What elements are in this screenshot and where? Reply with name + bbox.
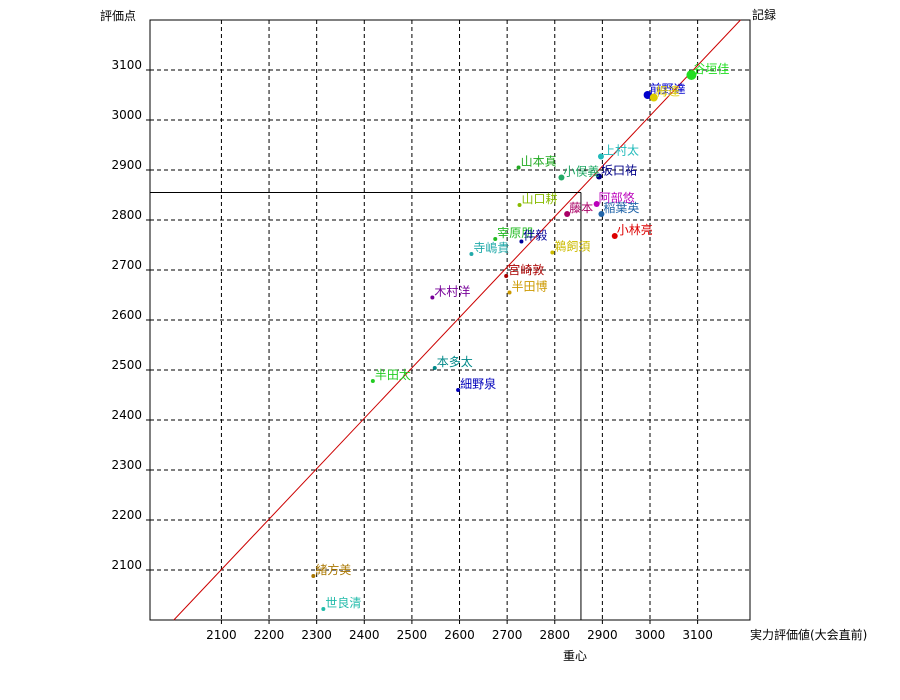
- x-tick-label: 3100: [682, 628, 713, 642]
- y-tick-label: 2900: [111, 158, 142, 172]
- data-point: [643, 91, 652, 99]
- data-point-label: 宰原朋: [497, 225, 533, 240]
- reference-lines: [150, 19, 741, 621]
- data-point: [564, 211, 571, 217]
- data-point: [321, 607, 326, 611]
- y-tick-labels: 2100 2200 2300 2400 2500 2600 2700 2800 2900 3000…: [111, 58, 142, 572]
- data-point: [598, 211, 605, 217]
- y-tick-label: 2200: [111, 508, 142, 522]
- data-point: [504, 274, 509, 278]
- data-point-label: 細野泉: [460, 377, 496, 391]
- x-tick-labels: 2100 2200 2300 2400 2500 2600 2700 2800 2900 3000…: [206, 628, 713, 642]
- data-point-label: 栂達: [656, 84, 680, 99]
- data-point: [430, 295, 435, 300]
- data-point: [611, 233, 618, 239]
- data-point: [493, 237, 498, 241]
- data-point-label: 坂口祐: [601, 164, 637, 178]
- grid-layer: [146, 20, 750, 624]
- data-point-label: 山本真: [521, 155, 557, 169]
- x-tick-label: 2400: [349, 628, 380, 642]
- x-tick-label: 2300: [301, 628, 332, 642]
- data-point-label: 阿部悠: [599, 190, 635, 205]
- data-point-label: 世良清: [325, 595, 361, 610]
- plot-frame: [149, 19, 751, 621]
- x-tick-label: 2500: [397, 628, 428, 642]
- data-point-label: 山口耕: [522, 191, 558, 206]
- y-tick-label: 2300: [111, 458, 142, 472]
- data-point: [596, 173, 603, 180]
- data-point: [456, 388, 461, 392]
- data-point: [469, 252, 474, 256]
- x-tick-label: 2700: [492, 628, 523, 642]
- data-point-label: 半田博: [512, 279, 548, 294]
- x-tick-label: 2600: [444, 628, 475, 642]
- diagonal-line: [173, 19, 741, 621]
- y-tick-label: 3000: [111, 108, 142, 122]
- x-tick-label: 2200: [254, 628, 285, 642]
- data-point: [593, 201, 600, 207]
- x-tick-label: 2900: [587, 628, 618, 642]
- y-axis-title: 評価点: [100, 8, 136, 23]
- data-point: [686, 70, 697, 80]
- data-point-label: 寺嶋貴: [473, 241, 509, 255]
- data-point-label: 半田太: [375, 367, 411, 382]
- data-point: [370, 379, 375, 383]
- data-point-label: 本多太: [437, 354, 473, 369]
- data-point: [550, 250, 555, 255]
- data-point-label: 鵜飼須: [554, 239, 590, 254]
- data-point-label: 小林亮: [617, 222, 653, 237]
- x-tick-label: 2100: [206, 628, 237, 642]
- data-point: [649, 93, 658, 102]
- data-point-label: 稲葉英: [603, 201, 639, 215]
- y-tick-label: 2700: [111, 258, 142, 272]
- x-axis-title: 実力評価値(大会直前): [750, 627, 867, 642]
- y2-axis-title: 記録: [752, 7, 776, 22]
- data-point-label: 上村太: [603, 143, 639, 158]
- data-point: [516, 165, 521, 170]
- data-point-label: 藤本: [569, 201, 593, 215]
- data-point: [519, 239, 524, 244]
- y-tick-label: 2600: [111, 308, 142, 322]
- x-tick-label: 2800: [539, 628, 570, 642]
- y-tick-label: 2500: [111, 358, 142, 372]
- y-tick-label: 3100: [111, 58, 142, 72]
- data-point-label: 緒方美: [315, 562, 351, 577]
- x-tick-label: 3000: [635, 628, 666, 642]
- data-point-label: 小俣義: [563, 164, 599, 179]
- data-point-label: 伴毅: [523, 228, 547, 243]
- data-point-label: 谷垣佳: [693, 62, 729, 76]
- x-axis-subtitle: 重心: [563, 649, 587, 663]
- data-point-label: 前野達: [650, 81, 686, 96]
- data-point: [432, 366, 437, 370]
- data-point: [558, 174, 565, 181]
- data-point: [597, 153, 604, 160]
- data-point-label: 宮崎敦: [508, 262, 544, 277]
- y-tick-label: 2800: [111, 208, 142, 222]
- data-point-label: 木村洋: [434, 284, 470, 299]
- data-point: [517, 203, 522, 207]
- data-point: [311, 574, 316, 578]
- data-point: [507, 290, 512, 295]
- y-tick-label: 2100: [111, 558, 142, 572]
- y-tick-label: 2400: [111, 408, 142, 422]
